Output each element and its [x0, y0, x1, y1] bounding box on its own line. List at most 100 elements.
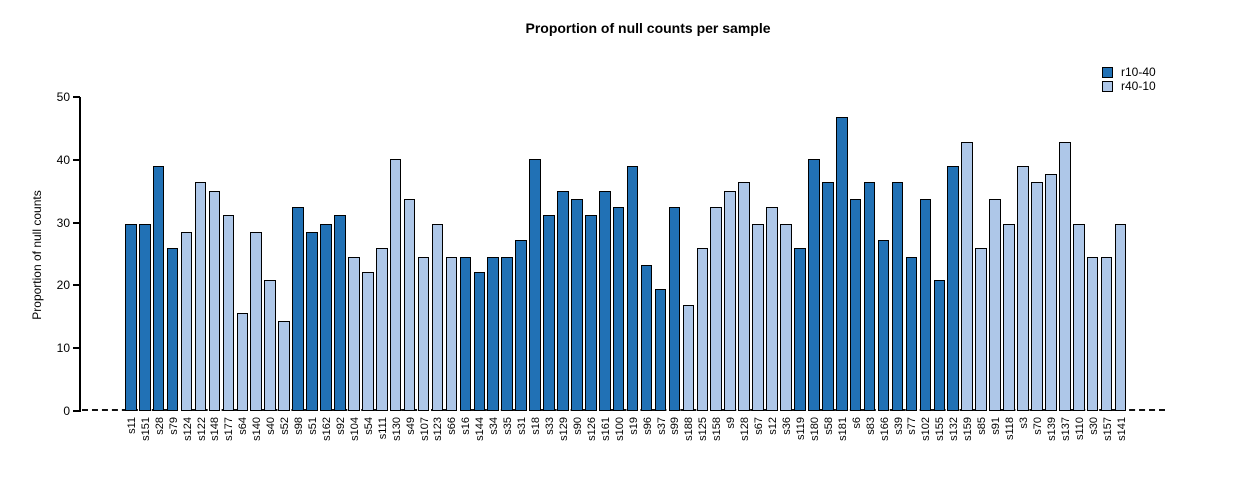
bar-s96 [640, 264, 653, 411]
x-label-s126: s126 [585, 417, 598, 441]
bar-s16 [459, 257, 472, 411]
bar-s125 [696, 248, 709, 411]
bar-s64 [236, 313, 249, 411]
bar-s110 [1072, 223, 1085, 411]
bar-s128 [738, 182, 750, 411]
bar-s36 [780, 223, 792, 411]
x-label-s119: s119 [794, 417, 807, 441]
bar-s66 [445, 257, 458, 411]
bar-s35 [501, 257, 513, 411]
bar-s30 [1086, 257, 1099, 411]
y-tick-label: 50 [56, 90, 70, 104]
x-label-s6: s6 [850, 417, 863, 429]
x-label-s155: s155 [934, 417, 947, 441]
bar-s181 [835, 117, 848, 411]
x-label-s161: s161 [599, 417, 612, 441]
x-label-s104: s104 [348, 417, 361, 441]
legend-label: r10-40 [1121, 65, 1156, 79]
bar-s102 [919, 199, 932, 411]
bar-s144 [473, 272, 486, 411]
bar-s49 [403, 199, 416, 411]
bar-s107 [417, 257, 430, 411]
x-label-s39: s39 [892, 417, 905, 435]
y-tick-mark [73, 96, 80, 98]
x-label-s36: s36 [780, 417, 793, 435]
x-label-s34: s34 [488, 417, 501, 435]
x-label-s123: s123 [432, 417, 445, 441]
x-label-s128: s128 [739, 417, 752, 441]
bar-s122 [194, 182, 207, 411]
x-label-s125: s125 [697, 417, 710, 441]
y-tick-mark [73, 347, 80, 350]
x-label-s107: s107 [418, 417, 431, 441]
x-label-s66: s66 [446, 417, 459, 435]
x-label-s90: s90 [571, 417, 584, 435]
bar-s180 [808, 158, 820, 411]
y-tick-label: 10 [56, 341, 70, 356]
bar-s162 [320, 223, 332, 411]
bar-s99 [668, 206, 681, 411]
x-label-s137: s137 [1059, 417, 1072, 441]
x-label-s157: s157 [1101, 417, 1114, 441]
x-label-s99: s99 [669, 417, 682, 435]
x-label-s16: s16 [460, 417, 473, 435]
y-tick-label: 20 [56, 278, 70, 293]
bar-s40 [264, 280, 276, 411]
x-label-s54: s54 [362, 417, 375, 435]
bar-s12 [766, 206, 778, 411]
bar-s157 [1100, 257, 1113, 411]
x-label-s3: s3 [1017, 417, 1030, 429]
x-label-s9: s9 [725, 417, 738, 429]
bar-s51 [306, 232, 318, 411]
x-label-s141: s141 [1115, 417, 1128, 441]
y-axis-line [79, 97, 81, 412]
bar-s177 [222, 215, 235, 411]
x-label-s51: s51 [307, 417, 320, 435]
x-label-s166: s166 [878, 417, 891, 441]
bar-s6 [849, 199, 862, 411]
x-label-s18: s18 [530, 417, 543, 435]
x-label-s139: s139 [1045, 417, 1058, 441]
bar-s9 [724, 191, 736, 411]
x-label-s124: s124 [181, 417, 194, 441]
x-label-s177: s177 [223, 417, 236, 441]
bar-s151 [138, 223, 151, 411]
x-label-s49: s49 [404, 417, 417, 435]
x-label-s64: s64 [237, 417, 250, 435]
bar-s19 [626, 166, 639, 411]
x-label-s122: s122 [195, 417, 208, 441]
x-label-s91: s91 [990, 417, 1003, 435]
y-tick-label: 40 [56, 152, 70, 167]
x-label-s83: s83 [864, 417, 877, 435]
bar-s77 [905, 257, 918, 411]
bar-s132 [947, 166, 960, 411]
bar-s137 [1058, 142, 1071, 411]
x-label-s188: s188 [683, 417, 696, 441]
x-label-s159: s159 [962, 417, 975, 441]
bar-s140 [250, 232, 263, 411]
x-label-s40: s40 [265, 417, 278, 435]
bar-s111 [375, 248, 388, 411]
x-label-s181: s181 [836, 417, 849, 441]
bar-s123 [431, 223, 444, 411]
x-label-s118: s118 [1004, 417, 1017, 441]
bar-s33 [543, 215, 555, 411]
x-label-s130: s130 [390, 417, 403, 441]
x-label-s19: s19 [627, 417, 640, 435]
bar-s92 [334, 215, 346, 411]
x-label-s92: s92 [334, 417, 347, 435]
bar-s159 [961, 142, 973, 411]
x-label-s111: s111 [376, 417, 389, 440]
x-label-s132: s132 [948, 417, 961, 441]
bar-s141 [1114, 223, 1127, 411]
bar-s130 [389, 158, 402, 411]
bar-s126 [585, 215, 597, 411]
bar-s54 [361, 272, 374, 411]
x-label-s162: s162 [320, 417, 333, 441]
x-label-s140: s140 [251, 417, 264, 441]
y-tick-mark [73, 284, 80, 287]
bar-s100 [612, 206, 625, 411]
x-label-s37: s37 [655, 417, 668, 435]
bar-s98 [292, 206, 304, 411]
bar-s166 [877, 240, 890, 411]
